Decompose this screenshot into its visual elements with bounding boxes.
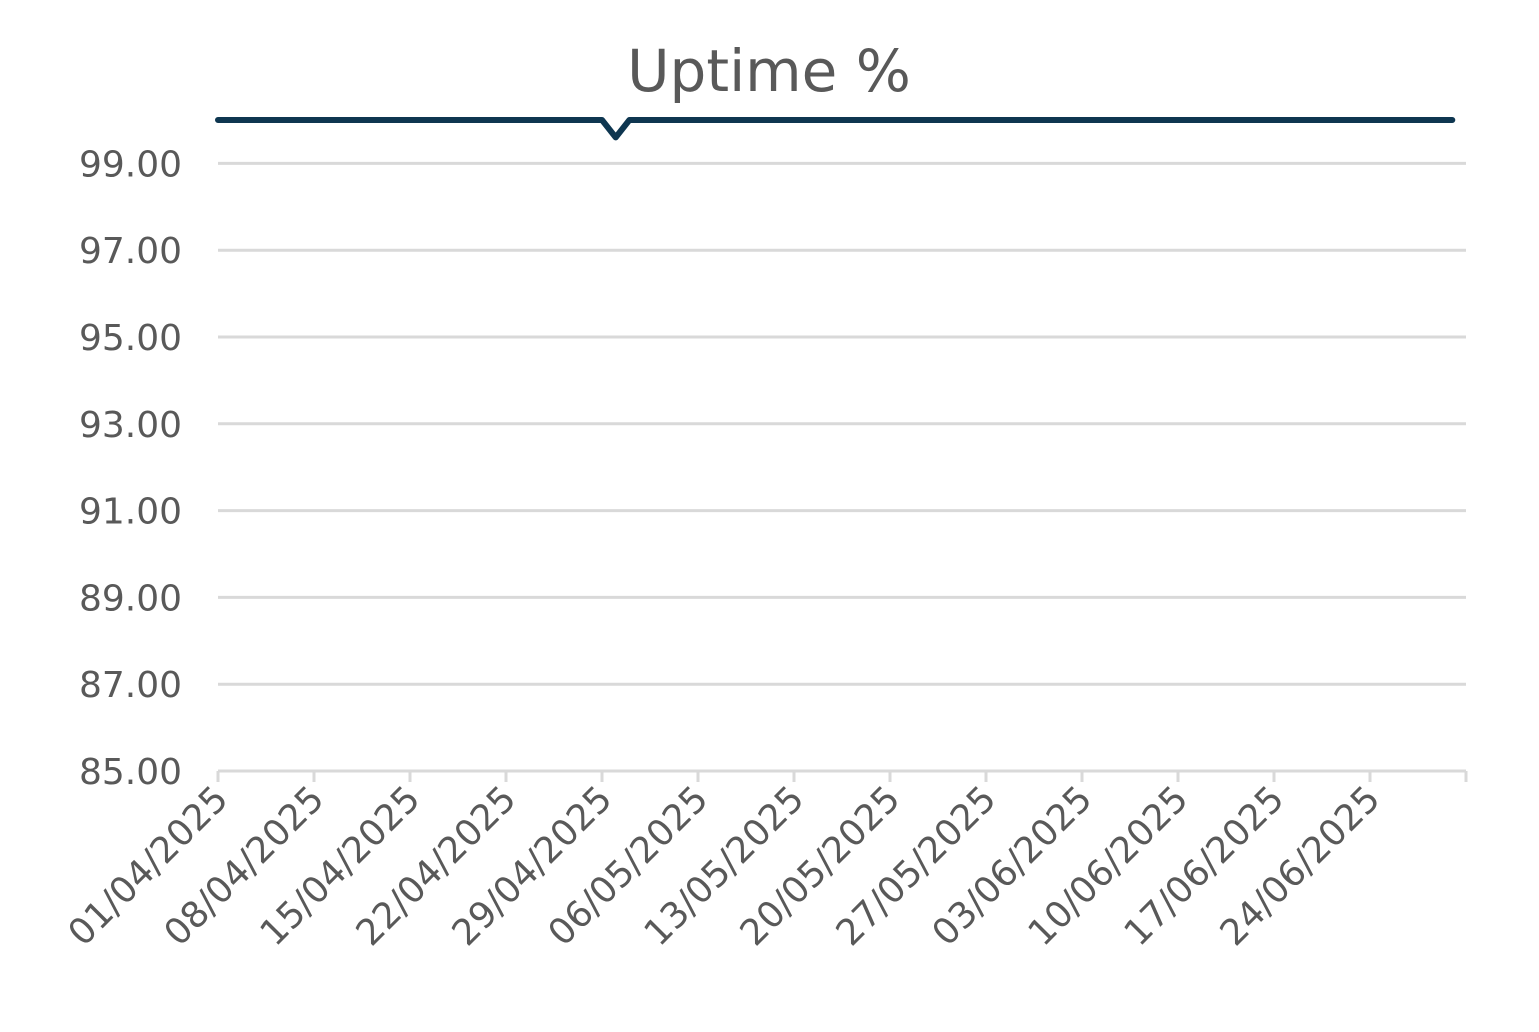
gridlines (218, 161, 1466, 686)
series-line (215, 117, 1456, 141)
y-tick-label: 99.00 (79, 144, 182, 185)
y-tick-label: 85.00 (79, 752, 182, 793)
y-tick-label: 91.00 (79, 492, 182, 533)
series-layer (215, 117, 1456, 141)
x-axis: 01/04/202508/04/202515/04/202522/04/2025… (61, 769, 1468, 954)
y-tick-label: 87.00 (79, 665, 182, 706)
y-tick-label: 89.00 (79, 578, 182, 619)
y-tick-label: 95.00 (79, 318, 182, 359)
y-tick-label: 97.00 (79, 231, 182, 272)
y-tick-label: 93.00 (79, 405, 182, 446)
chart-title: Uptime % (627, 37, 911, 105)
y-axis-ticks: 85.00 87.00 89.00 91.00 93.00 95.00 97.00 99.00 (79, 144, 182, 793)
